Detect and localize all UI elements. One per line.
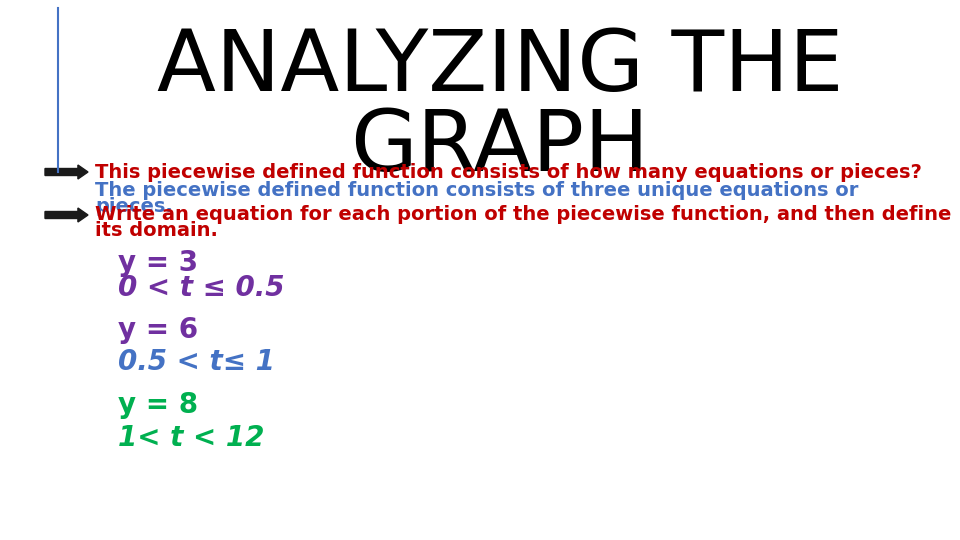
Text: Write an equation for each portion of the piecewise function, and then define: Write an equation for each portion of th…	[95, 206, 951, 225]
Text: The piecewise defined function consists of three unique equations or: The piecewise defined function consists …	[95, 180, 858, 199]
Text: pieces.: pieces.	[95, 197, 173, 215]
Text: its domain.: its domain.	[95, 221, 218, 240]
Text: GRAPH: GRAPH	[350, 106, 650, 190]
Text: y = 3: y = 3	[118, 249, 198, 277]
Text: This piecewise defined function consists of how many equations or pieces?: This piecewise defined function consists…	[95, 163, 922, 181]
Text: 0.5 < t≤ 1: 0.5 < t≤ 1	[118, 348, 275, 376]
Text: 1< t < 12: 1< t < 12	[118, 424, 264, 452]
Text: ANALYZING THE: ANALYZING THE	[156, 26, 843, 110]
Text: y = 8: y = 8	[118, 391, 198, 419]
Polygon shape	[45, 208, 88, 222]
Text: y = 6: y = 6	[118, 316, 198, 344]
Polygon shape	[45, 165, 88, 179]
Text: 0 < t ≤ 0.5: 0 < t ≤ 0.5	[118, 274, 284, 302]
